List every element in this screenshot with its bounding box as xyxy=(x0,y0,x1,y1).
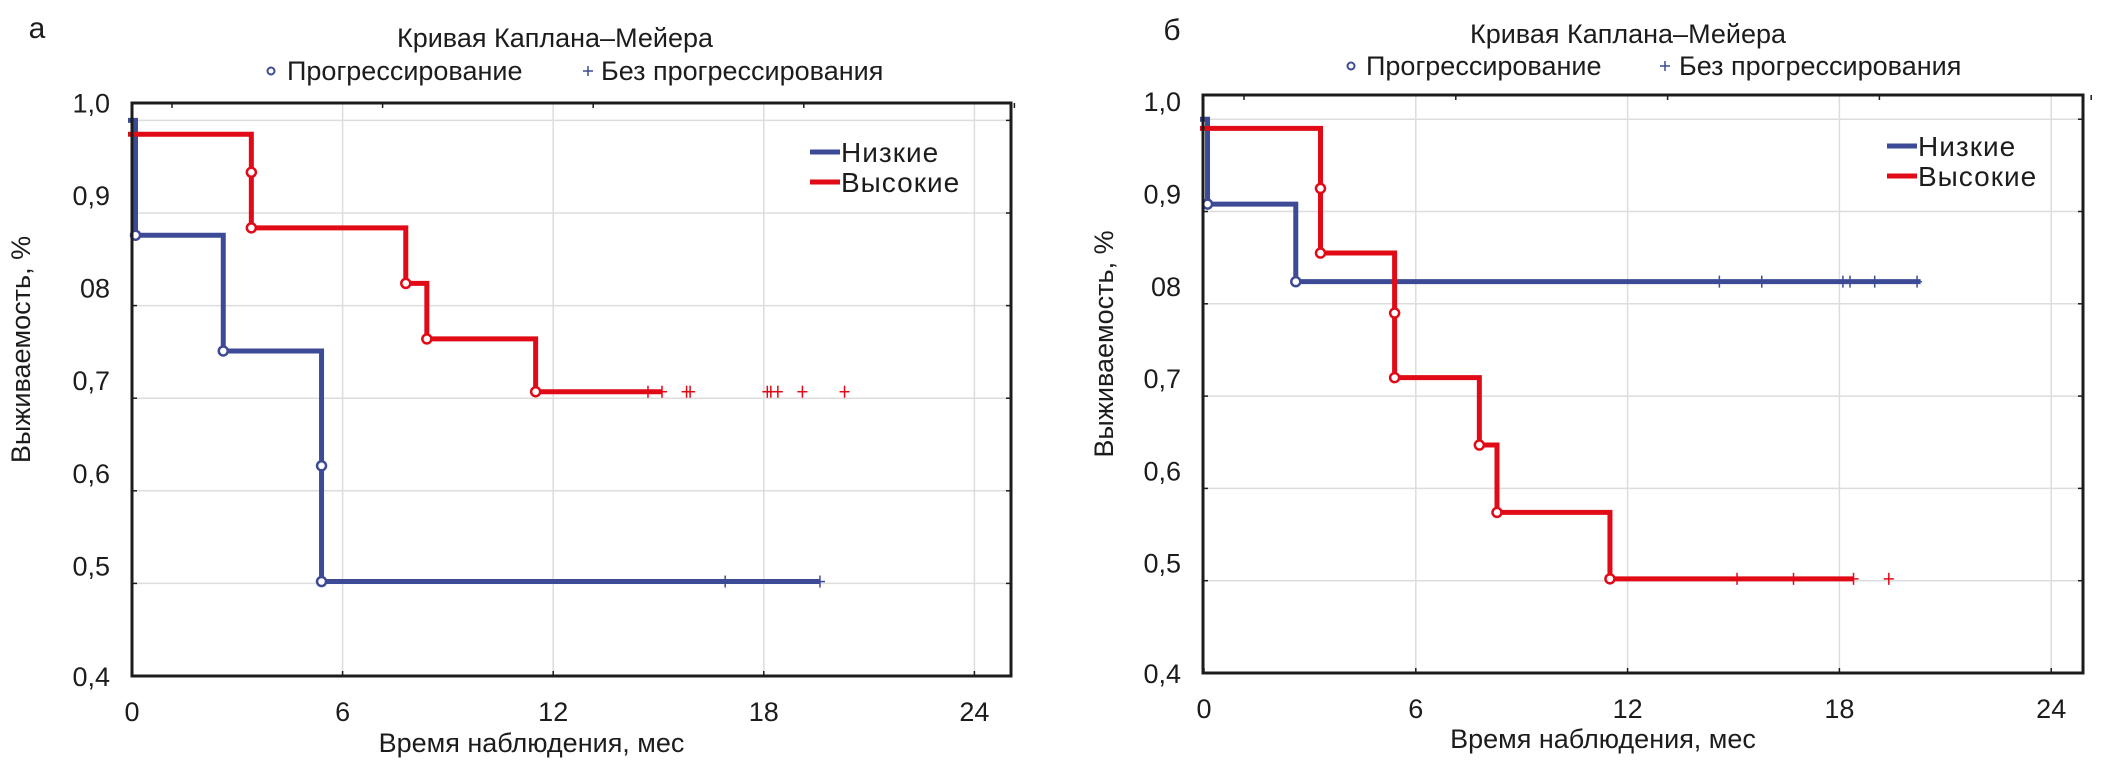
y-tick-label: 0,4 xyxy=(72,662,110,692)
plot-frame xyxy=(130,101,1013,678)
event-marker xyxy=(1388,307,1401,319)
panel-b: б Кривая Каплана–Мейера Прогрессирование… xyxy=(1089,14,2092,754)
censor-marker xyxy=(1848,572,1859,585)
y-tick-label: 0,7 xyxy=(1143,364,1181,394)
event-marker xyxy=(315,460,328,472)
censor-marker xyxy=(1869,275,1880,288)
y-axis-label: Выживаемость, % xyxy=(1089,230,1119,457)
y-tick-label: 0,7 xyxy=(72,366,110,396)
panel-a: а Кривая Каплана–Мейера Прогрессирование… xyxy=(6,12,1016,758)
x-tick-label: 24 xyxy=(2036,694,2066,724)
series-layer xyxy=(128,117,850,588)
chart-title: Кривая Каплана–Мейера xyxy=(397,23,714,53)
event-marker xyxy=(529,385,542,398)
censor-marker xyxy=(1756,275,1767,288)
event-marker xyxy=(1473,439,1486,451)
event-marker xyxy=(1491,506,1503,519)
event-marker xyxy=(421,333,433,345)
circle-marker-icon xyxy=(1346,61,1356,71)
y-tick-label: 0,6 xyxy=(1143,456,1181,486)
x-tick-labels: 0 6 12 18 24 xyxy=(124,697,989,727)
censor-marker xyxy=(720,575,731,588)
event-marker xyxy=(315,575,328,588)
x-tick-label: 6 xyxy=(335,697,350,727)
censor-marker xyxy=(1788,572,1799,585)
censor-marker xyxy=(1883,572,1894,585)
x-axis-label: Время наблюдения, мес xyxy=(1450,724,1756,754)
legend-low: Низкие xyxy=(841,137,939,168)
series-layer xyxy=(1200,116,1923,585)
y-tick-labels: 0,4 0,5 0,6 0,7 08 0,9 1,0 xyxy=(72,88,110,692)
censor-marker xyxy=(642,385,653,398)
event-marker xyxy=(400,277,412,290)
x-tick-labels: 0 6 12 18 24 xyxy=(1196,694,2066,724)
km-curve-high xyxy=(1200,125,1854,582)
y-tick-label: 0,9 xyxy=(1143,180,1181,210)
x-tick-label: 0 xyxy=(1196,694,1211,724)
x-tick-label: 0 xyxy=(124,697,139,727)
event-marker xyxy=(1314,247,1327,259)
y-axis-label: Выживаемость, % xyxy=(6,236,36,463)
event-marker xyxy=(245,222,258,234)
x-tick-label: 24 xyxy=(959,697,989,727)
km-curve-high xyxy=(128,131,663,395)
censor-marker xyxy=(839,385,850,398)
legend-high: Высокие xyxy=(1918,161,2037,192)
plot-frame xyxy=(1201,93,2085,675)
series-legend: Низкие Высокие xyxy=(810,137,960,198)
censor-marker xyxy=(814,575,825,588)
event-marker xyxy=(1388,371,1401,384)
y-tick-label: 08 xyxy=(1151,272,1181,302)
chart-title: Кривая Каплана–Мейера xyxy=(1470,19,1787,49)
censor-marker xyxy=(772,385,783,398)
y-tick-label: 0,9 xyxy=(72,181,110,211)
x-tick-label: 18 xyxy=(1824,694,1854,724)
marker-legend-progression: Прогрессирование xyxy=(1366,51,1602,81)
marker-legend-progression: Прогрессирование xyxy=(287,56,523,86)
plus-marker-icon xyxy=(583,66,593,76)
y-tick-label: 0,4 xyxy=(1143,659,1181,689)
event-marker xyxy=(1290,275,1302,288)
y-tick-label: 1,0 xyxy=(72,88,110,118)
x-tick-label: 6 xyxy=(1408,694,1423,724)
censor-marker xyxy=(797,385,808,398)
km-curve-low xyxy=(128,117,820,585)
y-tick-label: 0,5 xyxy=(1143,549,1181,579)
event-marker xyxy=(245,166,258,179)
x-tick-label: 12 xyxy=(1613,694,1643,724)
marker-legend: Прогрессирование Без прогрессирования xyxy=(266,56,883,86)
panel-label: а xyxy=(29,12,46,45)
legend-low: Низкие xyxy=(1918,131,2016,162)
marker-legend-no-progression: Без прогрессирования xyxy=(601,56,883,86)
x-axis-label: Время наблюдения, мес xyxy=(379,728,685,758)
censor-marker xyxy=(1732,572,1743,585)
censor-marker xyxy=(1714,275,1725,288)
event-marker xyxy=(1604,573,1616,585)
legend-high: Высокие xyxy=(841,167,960,198)
x-tick-label: 12 xyxy=(538,697,568,727)
x-tick-label: 18 xyxy=(749,697,779,727)
censor-marker xyxy=(1912,275,1923,288)
y-tick-labels: 0,4 0,5 0,6 0,7 08 0,9 1,0 xyxy=(1143,87,1181,689)
km-curve-low xyxy=(1200,116,1921,285)
censor-marker xyxy=(1844,275,1855,288)
marker-legend-no-progression: Без прогрессирования xyxy=(1679,51,1961,81)
plus-marker-icon xyxy=(1660,61,1670,71)
marker-legend: Прогрессирование Без прогрессирования xyxy=(1346,51,1961,81)
series-legend: Низкие Высокие xyxy=(1887,131,2037,192)
censor-marker xyxy=(657,385,668,398)
y-tick-label: 0,5 xyxy=(72,551,110,581)
y-tick-label: 1,0 xyxy=(1143,87,1181,117)
panel-label: б xyxy=(1163,14,1180,47)
event-marker xyxy=(1314,182,1327,195)
grid xyxy=(132,103,1011,676)
event-marker xyxy=(217,345,230,357)
censor-marker xyxy=(685,385,696,398)
circle-marker-icon xyxy=(266,66,276,76)
y-tick-label: 08 xyxy=(80,274,110,304)
y-tick-label: 0,6 xyxy=(72,459,110,489)
